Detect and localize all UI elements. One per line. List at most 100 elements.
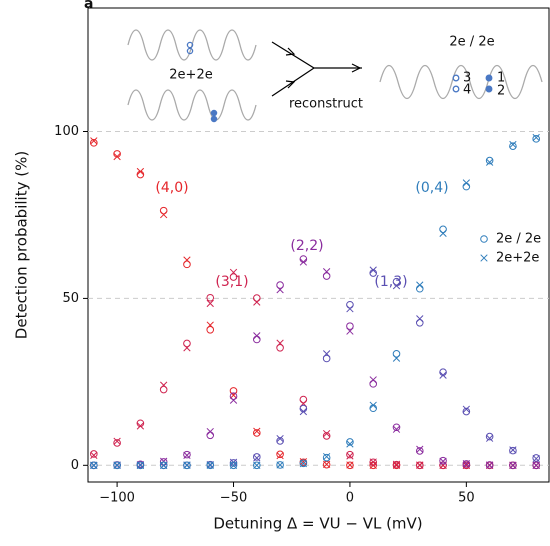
- circle-marker: [229, 273, 238, 281]
- circle-marker: [346, 322, 354, 330]
- cross-marker: [183, 451, 191, 459]
- circle-marker: [113, 461, 121, 470]
- cross-marker: [253, 332, 261, 340]
- inset-digit: 2: [497, 84, 505, 99]
- cross-marker: [346, 440, 354, 448]
- cross-marker: [206, 321, 214, 329]
- inset: [127, 29, 543, 123]
- cross-marker: [392, 282, 401, 290]
- cross-marker: [416, 445, 424, 453]
- cross-marker: [229, 396, 238, 404]
- cross-marker: [253, 298, 261, 306]
- curve-label: (2,2): [290, 238, 323, 254]
- circle-marker: [206, 325, 215, 334]
- cross-marker: [299, 459, 308, 468]
- cross-marker: [392, 354, 401, 362]
- electron: [452, 85, 460, 93]
- electron: [186, 41, 194, 49]
- cross-marker: [485, 434, 494, 442]
- legend: 2e / 2e 2e+2e: [480, 232, 541, 266]
- cross-marker: [136, 167, 145, 176]
- circle-marker: [183, 450, 191, 459]
- cross-marker: [276, 451, 284, 460]
- cross-marker: [322, 460, 331, 468]
- curve-label: (1,3): [374, 274, 407, 290]
- circle-marker: [276, 450, 284, 459]
- electron: [186, 47, 194, 55]
- cross-marker: [276, 461, 284, 469]
- circle-marker: [90, 450, 98, 458]
- y-tick-label: 50: [62, 291, 79, 306]
- electron: [485, 85, 493, 93]
- curve-label: (0,4): [415, 180, 448, 196]
- cross-marker: [113, 437, 121, 445]
- cross-marker: [416, 461, 424, 469]
- circle-marker: [159, 385, 168, 394]
- cross-marker: [206, 299, 214, 308]
- cross-marker: [113, 152, 121, 161]
- cross-marker: [439, 457, 447, 465]
- cross-marker: [509, 461, 517, 469]
- circle-marker: [276, 437, 284, 445]
- circle-marker: [276, 461, 284, 469]
- potential-wave: [379, 64, 543, 100]
- circle-marker: [90, 461, 98, 470]
- x-axis-title: Detuning Δ = VU − VL (mV): [213, 515, 422, 533]
- arrow-lines: [271, 41, 362, 97]
- cross-marker: [136, 461, 145, 469]
- cross-marker: [439, 229, 447, 237]
- cross-marker: [322, 268, 331, 276]
- cross-marker: [253, 461, 261, 469]
- cross-marker: [299, 407, 308, 416]
- circle-marker: [113, 439, 121, 447]
- circle-marker: [509, 461, 517, 470]
- cross-marker: [183, 256, 191, 264]
- electron: [452, 74, 460, 82]
- circle-marker: [392, 423, 401, 432]
- circle-marker: [532, 454, 540, 462]
- x-tick-label: 0: [346, 491, 354, 506]
- x-tick-label: −50: [220, 491, 247, 506]
- circle-marker: [183, 339, 191, 348]
- circle-marker: [485, 156, 494, 165]
- panel-label: a: [84, 0, 93, 12]
- circle-marker: [322, 354, 331, 363]
- circle-marker: [159, 461, 168, 470]
- cross-marker: [392, 460, 401, 468]
- cross-marker: [369, 376, 377, 384]
- cross-marker: [416, 281, 424, 289]
- curve-label: (4,0): [155, 180, 188, 196]
- circle-marker: [90, 139, 98, 147]
- circle-marker: [532, 461, 540, 470]
- circle-marker: [322, 432, 331, 440]
- circle-marker: [485, 461, 494, 469]
- cross-marker: [113, 461, 121, 469]
- cross-marker: [276, 286, 284, 294]
- circle-marker: [346, 450, 354, 459]
- series: [90, 133, 540, 470]
- circle-marker: [206, 461, 215, 470]
- y-tick-label: 100: [54, 124, 79, 139]
- x-tick-label: −100: [99, 491, 135, 506]
- cross-marker: [346, 452, 354, 460]
- circle-marker: [509, 446, 517, 455]
- cross-marker: [206, 427, 214, 436]
- circle-marker: [509, 142, 517, 150]
- series: [90, 268, 540, 470]
- cross-marker: [183, 461, 191, 469]
- circle-marker: [346, 438, 354, 446]
- cross-marker: [369, 401, 377, 409]
- circle-marker: [253, 453, 261, 461]
- circle-marker: [276, 281, 284, 289]
- circle-marker: [415, 284, 424, 293]
- circle-marker: [322, 272, 331, 280]
- legend-marker: [480, 254, 488, 262]
- arrow-heads: [285, 47, 362, 89]
- cross-marker: [439, 371, 447, 379]
- cross-marker: [346, 305, 354, 313]
- cross-marker: [369, 458, 377, 466]
- cross-marker: [276, 339, 284, 347]
- cross-marker: [253, 427, 261, 435]
- inset-digit: 1: [497, 71, 505, 86]
